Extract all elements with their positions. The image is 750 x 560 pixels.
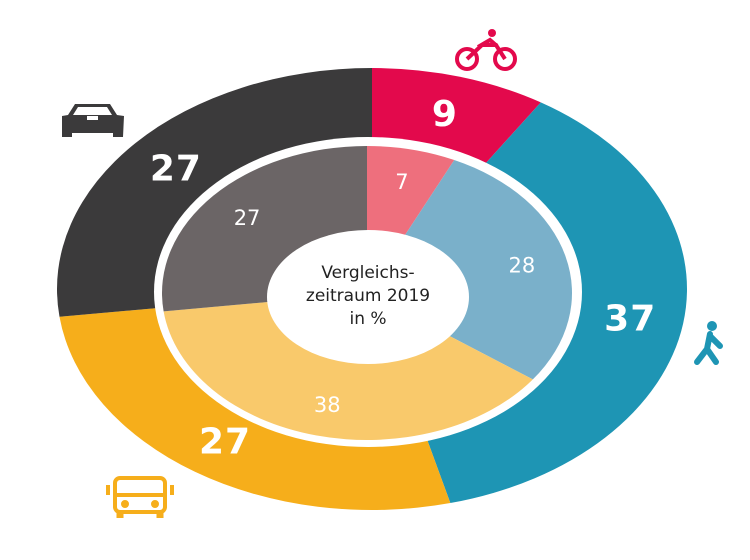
outer-label-bicycle: 9 (432, 94, 458, 135)
bus-icon (106, 476, 174, 518)
inner-slice-bus (163, 293, 533, 441)
inner-slice-walking (367, 159, 572, 380)
inner-label-bicycle: 7 (395, 170, 408, 194)
bicycle-icon (455, 29, 517, 71)
center-label-line-1: Vergleichs- (321, 263, 414, 283)
outer-label-walking: 37 (604, 299, 656, 340)
center-hole (267, 230, 469, 364)
outer-label-bus: 27 (199, 422, 251, 463)
car-icon (62, 104, 124, 137)
inner-label-car: 27 (234, 206, 261, 230)
center-label-line-2: zeitraum 2019 (306, 286, 430, 306)
inner-label-bus: 38 (314, 393, 341, 417)
pedestrian-icon (694, 321, 723, 365)
inner-label-walking: 28 (509, 253, 536, 277)
center-label-line-3: in % (349, 309, 386, 329)
outer-label-car: 27 (150, 149, 202, 190)
